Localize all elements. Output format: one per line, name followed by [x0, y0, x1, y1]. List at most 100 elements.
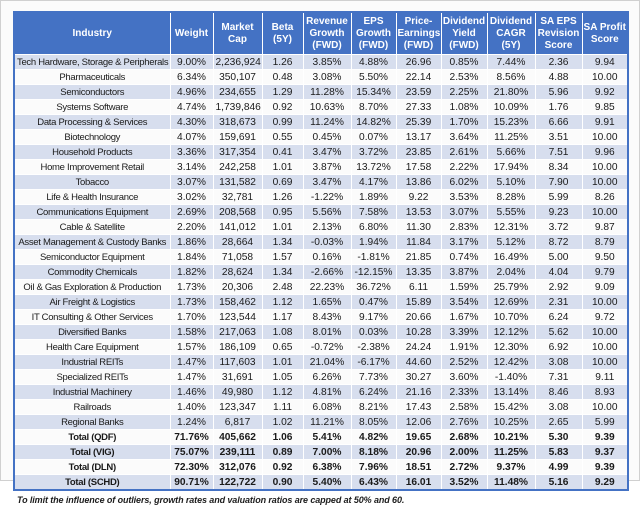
- value-cell: 13.72%: [350, 159, 397, 176]
- total-row: Total (QDF) 71.76% 405,662 1.06 5.41% 4.82% 19…: [13, 429, 629, 446]
- value-cell: 3.72%: [350, 144, 397, 161]
- value-cell: 1.01: [261, 354, 304, 371]
- value-cell: 2.83%: [440, 219, 488, 236]
- value-cell: 1.58%: [169, 324, 214, 341]
- value-cell: 239,111: [212, 444, 263, 461]
- table-row: Regional Banks 1.24% 6,817 1.02 11.21% 8.05% 1…: [13, 414, 629, 431]
- value-cell: 1.02: [261, 414, 304, 431]
- value-cell: 17.43: [395, 399, 442, 416]
- value-cell: 2.68%: [440, 429, 488, 446]
- value-cell: 1.17: [261, 309, 304, 326]
- value-cell: 3.17%: [440, 234, 488, 251]
- value-cell: 5.96: [534, 84, 583, 101]
- industry-cell: Industrial Machinery: [13, 384, 171, 401]
- value-cell: 5.12%: [486, 234, 536, 251]
- value-cell: 0.16%: [302, 249, 352, 266]
- value-cell: 9.00%: [169, 54, 214, 71]
- value-cell: 1.06: [261, 429, 304, 446]
- value-cell: 8.26: [581, 189, 629, 206]
- table-row: Tech Hardware, Storage & Peripherals 9.00…: [13, 54, 629, 71]
- value-cell: 4.88%: [350, 54, 397, 71]
- value-cell: 1.05: [261, 369, 304, 386]
- value-cell: 312,076: [212, 459, 263, 476]
- column-header-sa-profit-score: SA Profit Score: [581, 11, 629, 56]
- industry-cell: Semiconductor Equipment: [13, 249, 171, 266]
- value-cell: 5.40%: [302, 474, 352, 491]
- value-cell: 3.64%: [440, 129, 488, 146]
- value-cell: 2.72%: [440, 459, 488, 476]
- value-cell: 5.56%: [302, 204, 352, 221]
- value-cell: 7.44%: [486, 54, 536, 71]
- table-row: Semiconductor Equipment 1.84% 71,058 1.57 0.…: [13, 249, 629, 266]
- value-cell: 6.02%: [440, 174, 488, 191]
- value-cell: 1.65%: [302, 294, 352, 311]
- value-cell: 0.65: [261, 339, 304, 356]
- value-cell: 0.47%: [350, 294, 397, 311]
- value-cell: 6.92: [534, 339, 583, 356]
- value-cell: 159,691: [212, 129, 263, 146]
- value-cell: 9.92: [581, 84, 629, 101]
- table-row: Oil & Gas Exploration & Production 1.73% 2…: [13, 279, 629, 296]
- value-cell: 23.59: [395, 84, 442, 101]
- value-cell: 3.14%: [169, 159, 214, 176]
- value-cell: 12.30%: [486, 339, 536, 356]
- industry-cell: Life & Health Insurance: [13, 189, 171, 206]
- value-cell: 5.99: [581, 414, 629, 431]
- industry-cell: Semiconductors: [13, 84, 171, 101]
- value-cell: 5.10%: [486, 174, 536, 191]
- value-cell: 7.31: [534, 369, 583, 386]
- value-cell: 6.08%: [302, 399, 352, 416]
- value-cell: 2.36: [534, 54, 583, 71]
- value-cell: 8.56%: [486, 69, 536, 86]
- value-cell: 2.53%: [440, 69, 488, 86]
- value-cell: 6.26%: [302, 369, 352, 386]
- value-cell: 44.60: [395, 354, 442, 371]
- industry-cell: Household Products: [13, 144, 171, 161]
- table-row: Life & Health Insurance 3.02% 32,781 1.26 -1…: [13, 189, 629, 206]
- value-cell: 10.09%: [486, 99, 536, 116]
- table-row: Diversified Banks 1.58% 217,063 1.08 8.01% 0.…: [13, 324, 629, 341]
- value-cell: 8.01%: [302, 324, 352, 341]
- value-cell: 3.08: [534, 399, 583, 416]
- industry-cell: Total (SCHD): [13, 474, 171, 491]
- value-cell: 1.59%: [440, 279, 488, 296]
- value-cell: 122,722: [212, 474, 263, 491]
- industry-cell: Total (QDF): [13, 429, 171, 446]
- value-cell: 5.55%: [486, 204, 536, 221]
- value-cell: 20.96: [395, 444, 442, 461]
- value-cell: 1.57%: [169, 339, 214, 356]
- value-cell: 1.57: [261, 249, 304, 266]
- value-cell: 4.74%: [169, 99, 214, 116]
- value-cell: 9.39: [581, 459, 629, 476]
- value-cell: 9.94: [581, 54, 629, 71]
- value-cell: 8.46: [534, 384, 583, 401]
- value-cell: 3.52%: [440, 474, 488, 491]
- value-cell: 5.00: [534, 249, 583, 266]
- value-cell: 9.09: [581, 279, 629, 296]
- value-cell: -12.15%: [350, 264, 397, 281]
- industry-cell: Biotechnology: [13, 129, 171, 146]
- value-cell: 5.99: [534, 189, 583, 206]
- value-cell: 10.25%: [486, 414, 536, 431]
- value-cell: 6.24: [534, 309, 583, 326]
- value-cell: 7.96%: [350, 459, 397, 476]
- value-cell: 12.06: [395, 414, 442, 431]
- value-cell: 8.70%: [350, 99, 397, 116]
- table-row: Household Products 3.36% 317,354 0.41 3.47% 3…: [13, 144, 629, 161]
- value-cell: 0.95: [261, 204, 304, 221]
- industry-cell: Systems Software: [13, 99, 171, 116]
- industry-cell: Total (VIG): [13, 444, 171, 461]
- total-row: Total (DLN) 72.30% 312,076 0.92 6.38% 7.96% 18…: [13, 459, 629, 476]
- value-cell: 8.43%: [302, 309, 352, 326]
- header-row: Industry Weight Market Cap Beta (5Y) Revenue…: [13, 11, 629, 56]
- value-cell: 1.82%: [169, 264, 214, 281]
- value-cell: 21.80%: [486, 84, 536, 101]
- value-cell: 2.00%: [440, 444, 488, 461]
- total-row: Total (SCHD) 90.71% 122,722 0.90 5.40% 6.43% 1…: [13, 474, 629, 491]
- industry-cell: Data Processing & Services: [13, 114, 171, 131]
- value-cell: 1.73%: [169, 279, 214, 296]
- value-cell: 21.16: [395, 384, 442, 401]
- value-cell: 2.52%: [440, 354, 488, 371]
- value-cell: 4.04: [534, 264, 583, 281]
- value-cell: 11.24%: [302, 114, 352, 131]
